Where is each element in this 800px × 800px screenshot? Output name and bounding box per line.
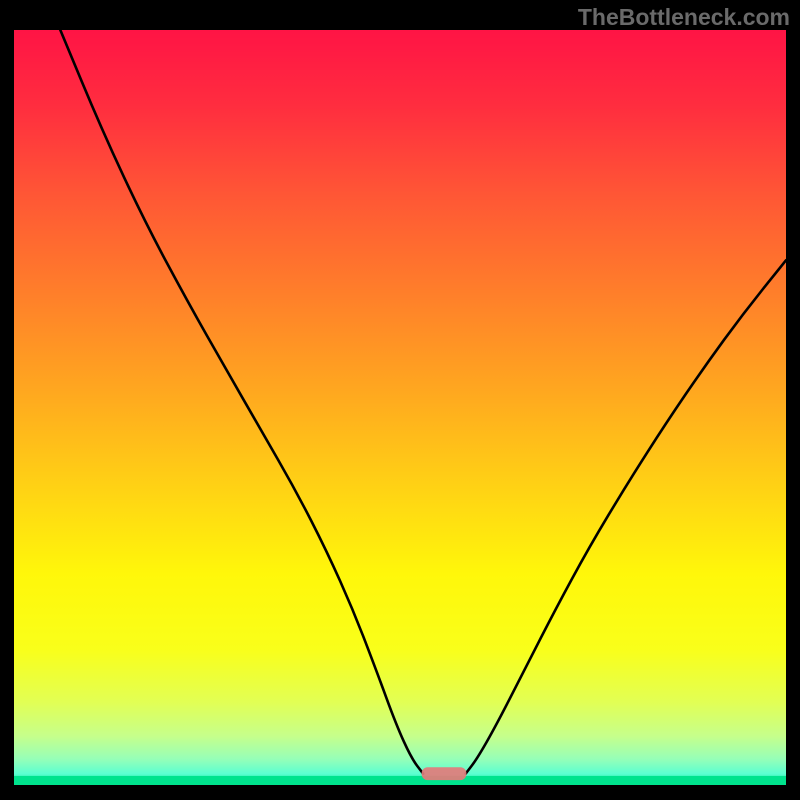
bottleneck-chart: TheBottleneck.com: [0, 0, 800, 800]
chart-bottom-band: [14, 776, 786, 785]
chart-plot-area: [14, 30, 786, 785]
optimum-marker: [422, 767, 467, 780]
watermark-text: TheBottleneck.com: [578, 4, 790, 31]
chart-svg: [0, 0, 800, 800]
